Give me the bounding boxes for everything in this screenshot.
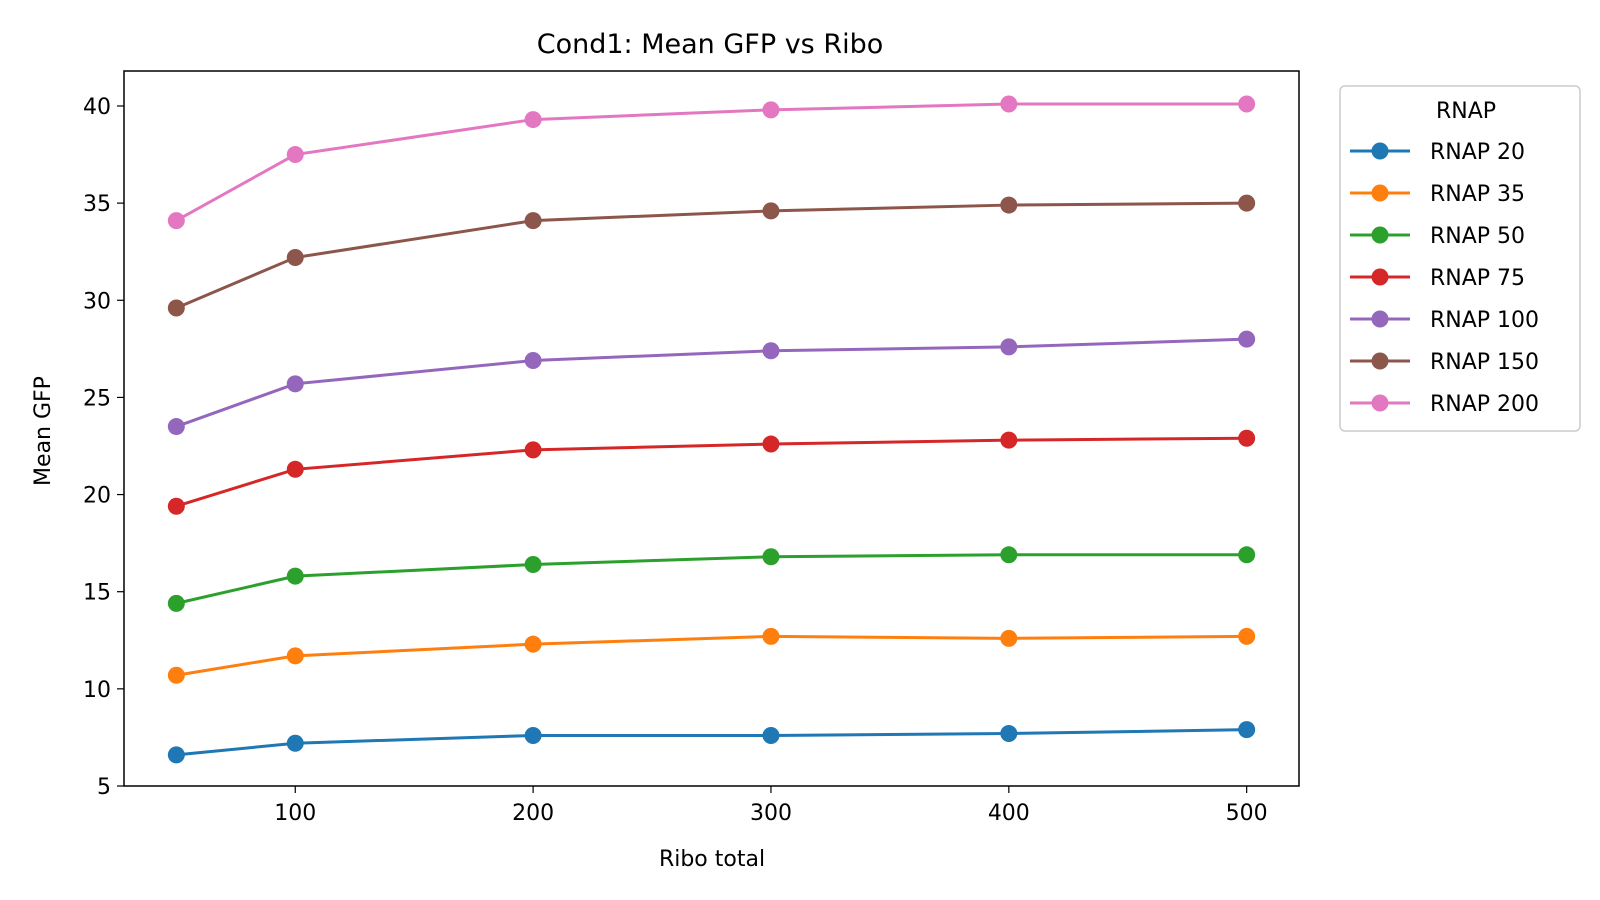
x-tick-label: 300 [750,801,792,826]
legend-swatch-marker [1371,226,1389,244]
y-tick-label: 10 [83,678,111,703]
data-point [1000,725,1018,743]
x-tick-label: 400 [988,801,1030,826]
data-point [524,441,542,459]
series-layer [167,95,1256,764]
data-point [1238,194,1256,212]
data-point [1238,546,1256,564]
data-point [1000,546,1018,564]
data-point [524,556,542,574]
data-point [1000,95,1018,113]
data-point [524,212,542,230]
data-point [286,734,304,752]
x-tick-label: 200 [512,801,554,826]
legend-swatch-marker [1371,268,1389,286]
data-point [1238,721,1256,739]
data-point [762,548,780,566]
data-point [167,666,185,684]
data-point [167,299,185,317]
legend-swatch-marker [1371,394,1389,412]
data-point [762,202,780,220]
legend-swatch-marker [1371,310,1389,328]
data-point [1000,431,1018,449]
legend-swatch-marker [1371,352,1389,370]
data-point [286,647,304,665]
data-point [1238,95,1256,113]
data-point [286,375,304,393]
data-point [167,418,185,436]
data-point [286,460,304,478]
series-line [175,337,1247,428]
data-point [524,726,542,744]
y-tick-label: 5 [97,775,111,800]
data-point [286,146,304,164]
data-point [524,635,542,653]
data-point [762,726,780,744]
legend-entry-label: RNAP 50 [1430,224,1525,249]
legend-entry-label: RNAP 35 [1430,182,1525,207]
data-point [167,212,185,230]
data-point [762,342,780,360]
series-line [176,728,1247,757]
x-tick-label: 500 [1226,801,1268,826]
data-point [524,351,542,369]
data-point [762,101,780,119]
chart-title: Cond1: Mean GFP vs Ribo [537,29,884,60]
y-tick-label: 30 [83,289,111,314]
legend-swatch-marker [1371,142,1389,160]
legend-entry-label: RNAP 20 [1430,140,1525,165]
legend-swatch-marker [1371,184,1389,202]
x-tick-label: 100 [274,801,316,826]
data-point [1238,330,1256,348]
axes-layer: 100 200 300 400 500 5 10 15 20 25 30 35 40 [83,95,1268,826]
legend: RNAP RNAP 20 RNAP 35 RNAP 50 RNAP 75 RNAP 100… [1339,85,1581,432]
legend-entry-label: RNAP 100 [1430,308,1539,333]
data-point [1000,196,1018,214]
plot-frame [123,70,1300,787]
data-point [524,111,542,129]
y-tick-label: 25 [83,386,111,411]
data-point [762,435,780,453]
data-point [1000,338,1018,356]
series-line [175,553,1247,605]
data-point [1238,627,1256,645]
series-line [175,201,1247,310]
y-tick-label: 15 [83,581,111,606]
y-tick-label: 40 [83,95,111,120]
data-point [762,627,780,645]
legend-entry-label: RNAP 75 [1430,266,1525,291]
data-point [286,249,304,267]
legend-entry-label: RNAP 200 [1430,392,1539,417]
series-line [175,102,1247,222]
legend-title: RNAP [1436,99,1496,124]
legend-entry-label: RNAP 150 [1430,350,1539,375]
series-line [175,436,1247,508]
x-axis-label: Ribo total [659,847,765,872]
data-point [1238,429,1256,447]
data-point [286,567,304,585]
data-point [1000,629,1018,647]
series-line [176,634,1247,677]
data-point [167,594,185,612]
legend-frame [1339,85,1581,432]
y-tick-label: 20 [83,484,111,509]
y-axis-label: Mean GFP [31,376,56,486]
data-point [167,746,185,764]
data-point [167,497,185,515]
y-tick-label: 35 [83,192,111,217]
